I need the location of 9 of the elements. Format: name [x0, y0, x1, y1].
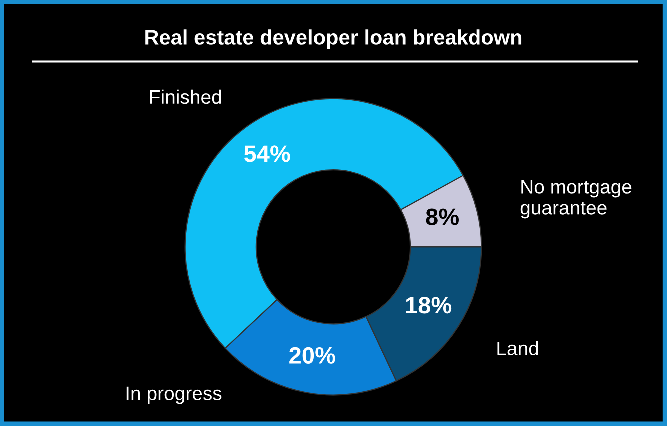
data-label: 54% [244, 146, 290, 162]
slice-label: Finished [150, 90, 222, 104]
slice-label: Land [498, 341, 538, 356]
slice-label: In progress [126, 386, 222, 404]
data-label: 18% [406, 297, 452, 314]
data-label: 8% [426, 208, 460, 226]
chart-title: Real estate developer loan breakdown [146, 30, 522, 50]
data-label: 20% [290, 347, 336, 364]
slice-label: No mortgage guarantee [520, 180, 632, 219]
